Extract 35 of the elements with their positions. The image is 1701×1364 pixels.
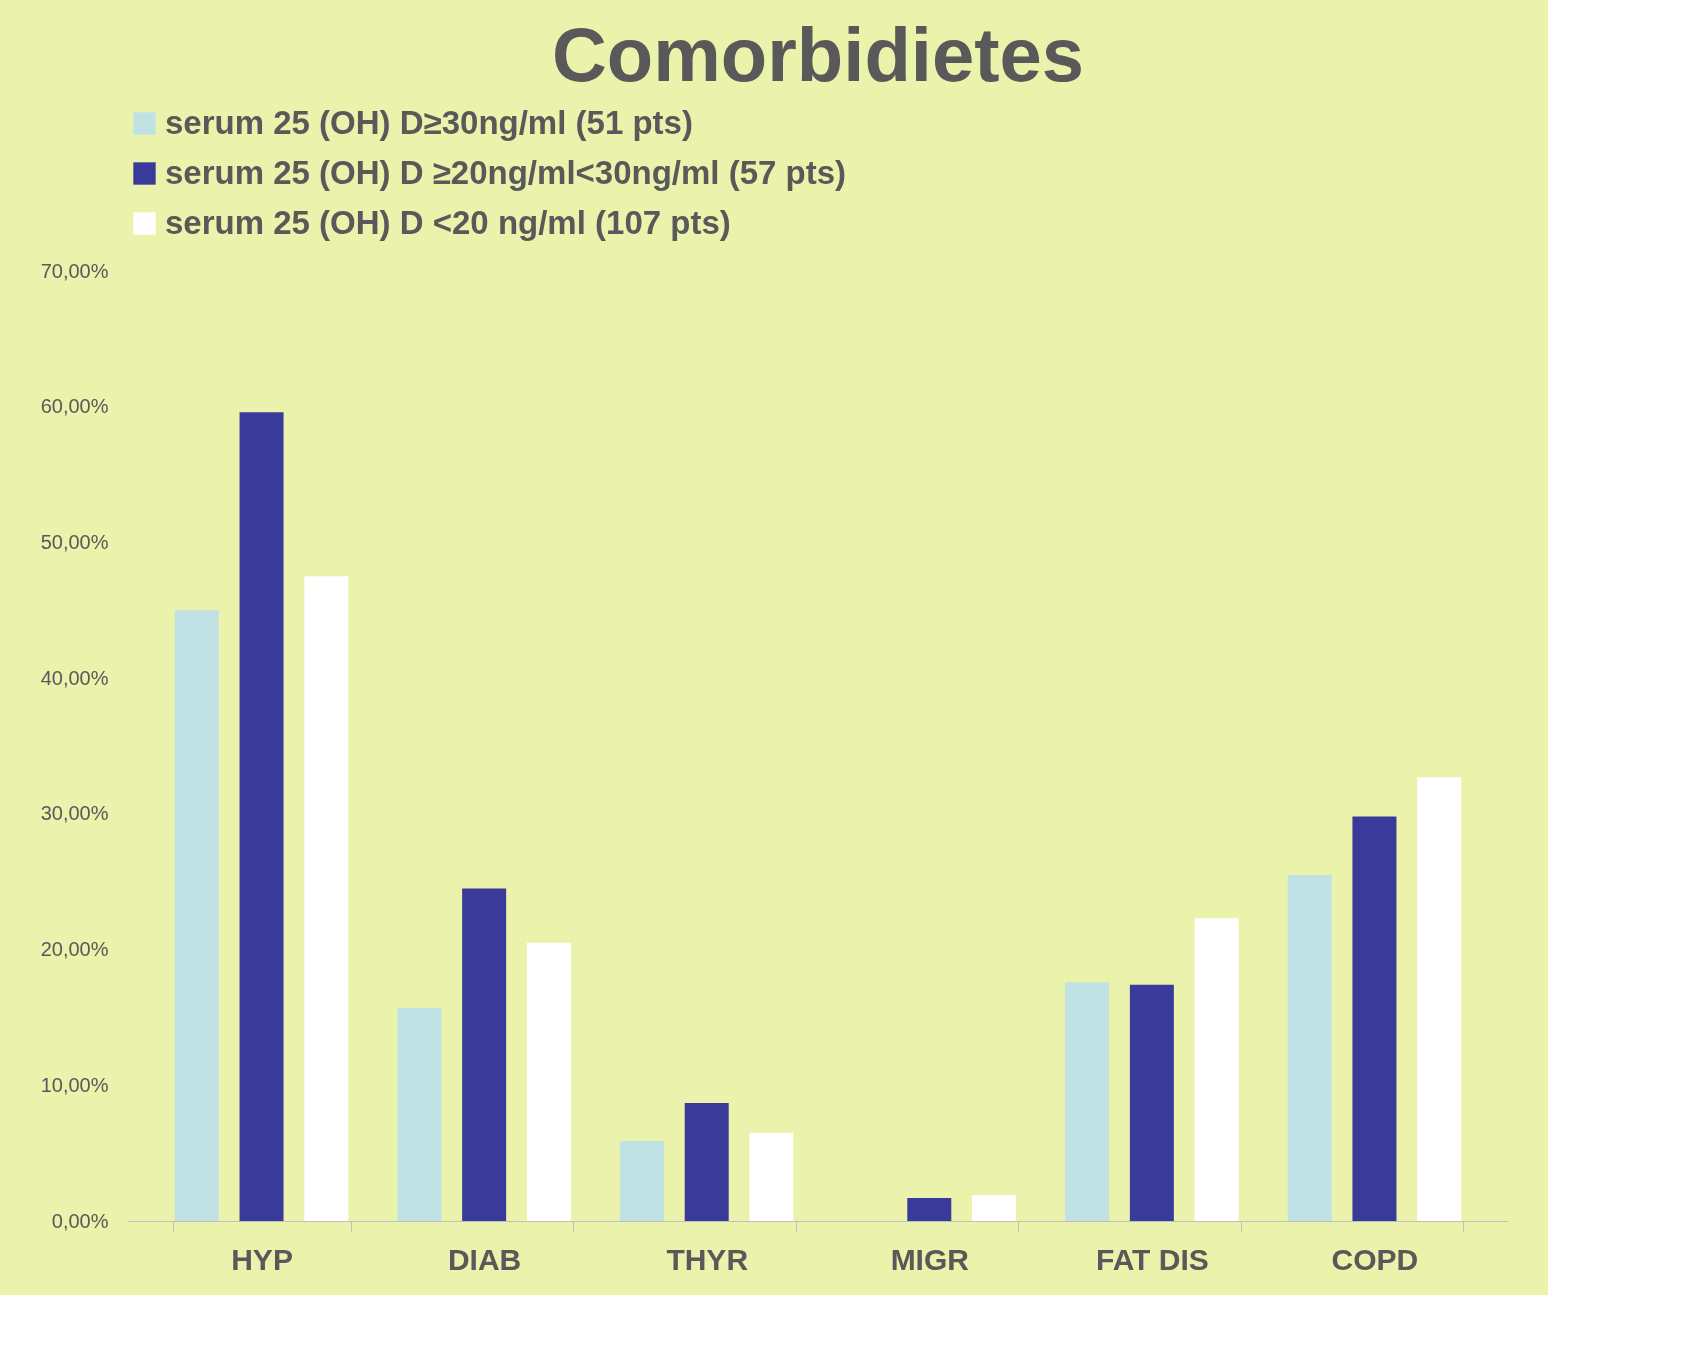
chart-title: Comorbidietes — [551, 12, 1085, 97]
x-tick-label: HYP — [231, 1242, 293, 1276]
y-tick-label: 10,00% — [40, 1073, 109, 1096]
legend-label: serum 25 (OH) D <20 ng/ml (107 pts) — [165, 203, 731, 241]
y-tick-label: 30,00% — [40, 802, 109, 825]
y-tick-label: 20,00% — [40, 938, 109, 961]
x-tick-label: THYR — [666, 1242, 749, 1276]
x-tick-label: MIGR — [890, 1242, 970, 1276]
bar — [397, 1007, 442, 1221]
bar — [1417, 777, 1462, 1221]
y-tick-label: 50,00% — [40, 530, 109, 553]
bar — [1352, 816, 1397, 1221]
x-tick-label: FAT DIS — [1095, 1242, 1209, 1276]
y-tick-label: 70,00% — [40, 259, 109, 282]
y-tick-label: 60,00% — [40, 395, 109, 418]
bar — [174, 610, 219, 1221]
bar — [1129, 984, 1174, 1221]
y-tick-label: 0,00% — [51, 1209, 109, 1232]
bar — [972, 1195, 1017, 1221]
bar — [619, 1140, 664, 1221]
bar — [907, 1197, 952, 1221]
x-tick-label: COPD — [1331, 1242, 1419, 1276]
bar — [684, 1102, 729, 1221]
y-tick-label: 40,00% — [40, 666, 109, 689]
x-tick-label: DIAB — [447, 1242, 522, 1276]
bar — [239, 412, 284, 1221]
bar — [526, 942, 571, 1221]
legend-label: serum 25 (OH) D ≥20ng/ml<30ng/ml (57 pts) — [165, 153, 847, 191]
legend-label: serum 25 (OH) D≥30ng/ml (51 pts) — [165, 103, 693, 141]
bar — [749, 1132, 794, 1221]
bar — [1287, 874, 1332, 1221]
bar — [462, 888, 507, 1221]
bar — [1065, 982, 1110, 1221]
bar — [1194, 918, 1239, 1221]
bar — [304, 576, 349, 1221]
